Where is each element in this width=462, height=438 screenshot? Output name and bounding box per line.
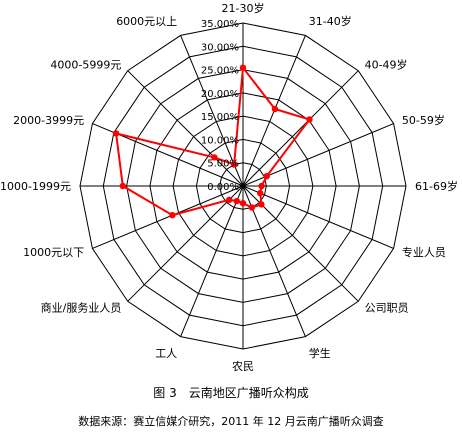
data-point-11: [169, 212, 176, 219]
spoke-11: [92, 185, 244, 249]
spoke-7: [242, 185, 306, 337]
tick-label-5: 25.00%: [201, 66, 239, 77]
data-point-15: [230, 161, 238, 168]
data-point-9: [233, 197, 240, 205]
category-label-5: 专业人员: [402, 245, 446, 259]
category-label-15: 6000元以上: [116, 15, 177, 28]
tick-label-6: 30.00%: [201, 42, 239, 53]
category-label-7: 学生: [309, 346, 331, 360]
data-point-7: [248, 204, 256, 211]
tick-label-3: 15.00%: [201, 112, 239, 123]
spoke-15: [180, 35, 244, 187]
data-point-13: [112, 130, 120, 137]
tick-label-1: 5.00%: [207, 159, 239, 170]
data-point-3: [263, 173, 270, 180]
category-label-3: 50-59岁: [402, 113, 445, 127]
radar-chart: 0.00% 5.00% 10.00% 15.00% 20.00% 25.00% 30.00%…: [0, 1, 458, 373]
figure-caption: 图 3 云南地区广播听众构成: [153, 386, 309, 400]
category-label-6: 公司职员: [365, 302, 409, 315]
source-caption: 数据来源：赛立信媒介研究，2011 年 12 月云南广播听众调查: [78, 415, 384, 428]
category-label-12: 1000-1999元: [0, 180, 71, 193]
data-point-4: [258, 182, 265, 190]
data-point-10: [226, 196, 233, 203]
spoke-2: [242, 70, 359, 187]
data-point-12: [119, 182, 127, 190]
radar-series: [112, 64, 313, 219]
tick-label-7: 35.00%: [201, 19, 239, 30]
data-point-14: [211, 154, 218, 161]
spoke-9: [180, 185, 244, 337]
category-label-9: 工人: [155, 347, 177, 360]
data-point-5: [257, 189, 264, 197]
data-point-2: [306, 116, 313, 123]
category-label-1: 31-40岁: [309, 14, 352, 28]
data-point-8: [239, 200, 247, 207]
radial-tick-labels: 0.00% 5.00% 10.00% 15.00% 20.00% 25.00% 30.00%…: [201, 19, 239, 193]
tick-label-0: 0.00%: [207, 182, 239, 193]
category-label-13: 2000-3999元: [13, 114, 84, 127]
spoke-14: [127, 70, 244, 187]
category-label-8: 农民: [232, 359, 254, 373]
data-point-0: [239, 64, 247, 71]
category-label-4: 61-69岁: [415, 179, 458, 193]
spoke-5: [242, 185, 394, 249]
category-label-11: 1000元以下: [23, 246, 84, 259]
data-point-6: [258, 201, 265, 208]
category-label-2: 40-49岁: [365, 57, 408, 71]
category-labels: 21-30岁 31-40岁 40-49岁 50-59岁 61-69岁专业人员公司职员学生…: [0, 1, 458, 373]
category-label-0: 21-30岁: [222, 1, 265, 15]
tick-label-2: 10.00%: [201, 135, 239, 146]
category-label-14: 4000-5999元: [50, 58, 121, 71]
category-label-10: 商业/服务业人员: [41, 301, 122, 315]
spoke-10: [127, 185, 244, 302]
data-point-1: [271, 105, 279, 113]
tick-label-4: 20.00%: [201, 89, 239, 100]
